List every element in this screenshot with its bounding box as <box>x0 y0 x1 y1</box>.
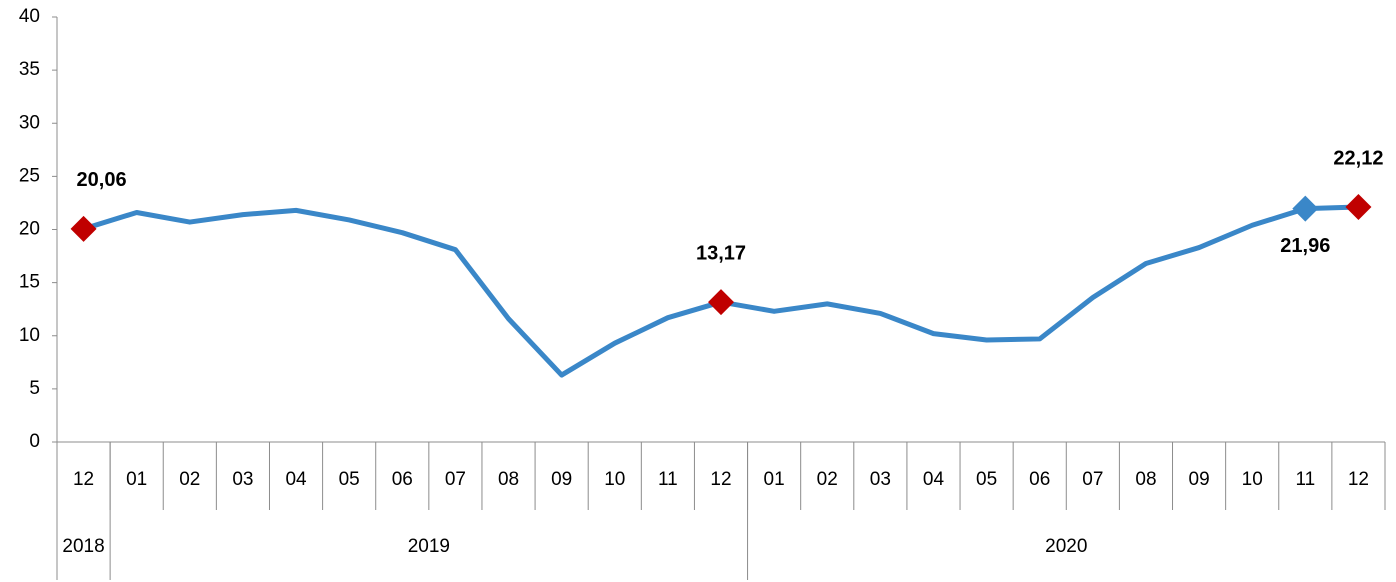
y-tick-label: 0 <box>29 431 40 452</box>
x-tick-label: 12 <box>73 469 94 490</box>
x-tick-label: 07 <box>445 469 466 490</box>
x-tick-label: 09 <box>551 469 572 490</box>
x-tick-label: 08 <box>498 469 519 490</box>
x-tick-label: 11 <box>1295 469 1315 490</box>
data-label: 20,06 <box>77 169 127 191</box>
x-tick-label: 06 <box>392 469 413 490</box>
y-tick-label: 15 <box>19 272 40 293</box>
y-tick-label: 20 <box>19 219 40 240</box>
y-tick-label: 25 <box>19 165 40 186</box>
x-tick-label: 10 <box>1242 469 1263 490</box>
x-tick-label: 09 <box>1189 469 1210 490</box>
year-label: 2018 <box>62 536 104 557</box>
x-tick-label: 07 <box>1082 469 1103 490</box>
x-tick-label: 10 <box>604 469 625 490</box>
y-tick-label: 5 <box>29 378 40 399</box>
x-tick-label: 03 <box>232 469 253 490</box>
year-label: 2020 <box>1045 536 1087 557</box>
x-tick-label: 02 <box>817 469 838 490</box>
data-label: 22,12 <box>1333 147 1383 169</box>
x-tick-label: 08 <box>1135 469 1156 490</box>
x-tick-label: 12 <box>1348 469 1369 490</box>
data-label: 13,17 <box>696 242 746 264</box>
y-tick-label: 10 <box>19 325 40 346</box>
x-tick-label: 01 <box>126 469 147 490</box>
y-tick-label: 30 <box>19 112 40 133</box>
x-tick-label: 06 <box>1029 469 1050 490</box>
marker <box>1292 195 1319 222</box>
x-tick-label: 04 <box>285 469 307 490</box>
marker <box>70 215 97 242</box>
x-tick-label: 03 <box>870 469 891 490</box>
x-tick-label: 11 <box>658 469 678 490</box>
y-tick-label: 40 <box>19 6 40 27</box>
x-tick-label: 02 <box>179 469 200 490</box>
year-label: 2019 <box>408 536 450 557</box>
x-tick-label: 05 <box>976 469 997 490</box>
x-tick-label: 12 <box>710 469 731 490</box>
y-tick-label: 35 <box>19 59 40 80</box>
x-tick-label: 05 <box>339 469 360 490</box>
x-tick-label: 01 <box>764 469 785 490</box>
data-label: 21,96 <box>1280 235 1330 257</box>
x-tick-label: 04 <box>923 469 945 490</box>
marker <box>708 289 734 316</box>
marker <box>1345 193 1372 220</box>
